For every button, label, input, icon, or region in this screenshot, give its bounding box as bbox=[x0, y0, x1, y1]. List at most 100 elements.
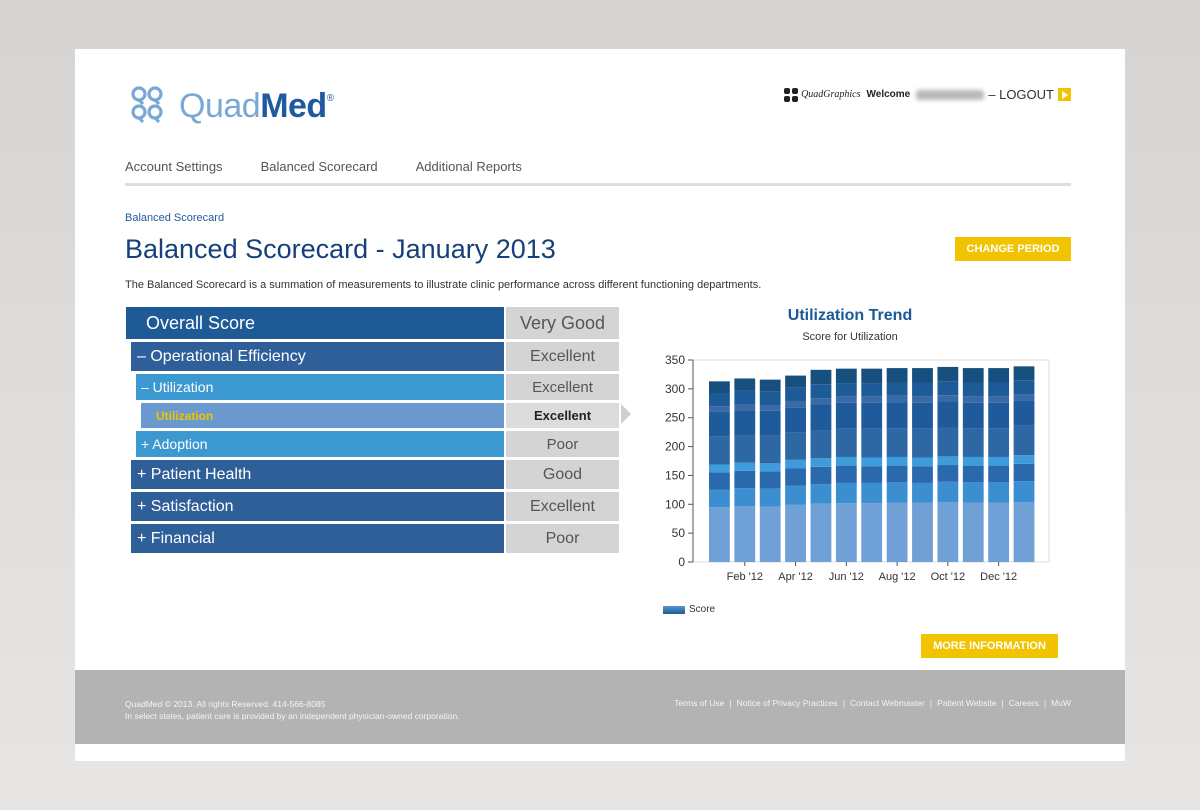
bar-segment bbox=[709, 436, 730, 465]
scorecard-row-operational-efficiency[interactable]: – Operational Efficiency bbox=[131, 342, 504, 371]
link-separator: | bbox=[842, 698, 845, 708]
scorecard-row-utilization-group[interactable]: – Utilization bbox=[136, 374, 504, 400]
bar-segment bbox=[734, 390, 756, 405]
username-blurred bbox=[916, 89, 985, 100]
bar-segment bbox=[709, 507, 730, 562]
scorecard-row-adoption[interactable]: + Adoption bbox=[136, 431, 504, 457]
bar-segment bbox=[810, 369, 832, 385]
bar-segment bbox=[988, 482, 1010, 503]
nav-account-settings[interactable]: Account Settings bbox=[125, 159, 223, 174]
change-period-button[interactable]: CHANGE PERIOD bbox=[955, 237, 1071, 261]
bar-segment bbox=[988, 428, 1010, 457]
bar-segment bbox=[937, 401, 959, 428]
bar-segment bbox=[1013, 400, 1035, 426]
bar-segment bbox=[886, 465, 908, 483]
bar-segment bbox=[937, 381, 959, 396]
footer-link-muw[interactable]: MuW bbox=[1051, 698, 1071, 708]
bar-segment bbox=[810, 466, 832, 485]
quadmed-logo[interactable]: QuadMed® bbox=[127, 84, 334, 128]
page-frame: QuadMed® QuadGraphics Welcome – LOGOUT A… bbox=[75, 49, 1125, 761]
bar-segment bbox=[912, 457, 933, 467]
bar-segment bbox=[937, 501, 959, 562]
scorecard-value: Poor bbox=[506, 431, 619, 457]
bar-segment bbox=[886, 502, 908, 562]
bar-segment bbox=[962, 502, 984, 562]
bar-segment bbox=[759, 471, 781, 489]
more-information-button[interactable]: MORE INFORMATION bbox=[921, 634, 1058, 658]
bar-segment bbox=[962, 402, 984, 429]
bar-segment bbox=[1013, 380, 1035, 395]
footer-link-careers[interactable]: Careers bbox=[1008, 698, 1039, 708]
bar-segment bbox=[785, 407, 806, 433]
breadcrumb[interactable]: Balanced Scorecard bbox=[125, 212, 225, 224]
bar-segment bbox=[835, 428, 857, 457]
bar-segment bbox=[912, 428, 933, 458]
page-description: The Balanced Scorecard is a summation of… bbox=[125, 279, 762, 291]
scorecard-row-satisfaction[interactable]: + Satisfaction bbox=[131, 492, 504, 521]
x-tick-label: Oct '12 bbox=[931, 571, 966, 583]
main-nav: Account Settings Balanced Scorecard Addi… bbox=[125, 159, 560, 174]
bar-segment bbox=[709, 464, 730, 473]
bar-segment bbox=[810, 404, 832, 431]
scorecard-row-utilization-selected[interactable]: Utilization bbox=[141, 403, 504, 428]
scorecard-row-financial[interactable]: + Financial bbox=[131, 524, 504, 553]
footer-link-contact[interactable]: Contact Webmaster bbox=[849, 698, 925, 708]
bar-segment bbox=[1013, 481, 1035, 502]
scorecard-row-patient-health[interactable]: + Patient Health bbox=[131, 460, 504, 489]
scorecard-label: + Financial bbox=[137, 529, 215, 547]
copyright-line: QuadMed © 2013. All rights Reserved. 414… bbox=[125, 699, 326, 709]
scorecard-value: Good bbox=[506, 460, 619, 489]
bar-segment bbox=[962, 482, 984, 503]
logout-link[interactable]: – LOGOUT bbox=[988, 87, 1054, 102]
nav-balanced-scorecard[interactable]: Balanced Scorecard bbox=[260, 159, 378, 174]
bar-segment bbox=[734, 470, 756, 489]
bar-segment bbox=[886, 395, 908, 403]
bar-segment bbox=[886, 456, 908, 466]
bar-segment bbox=[709, 406, 730, 412]
bar-segment bbox=[759, 435, 781, 464]
y-tick-label: 350 bbox=[665, 354, 685, 367]
selected-row-arrow-icon bbox=[621, 404, 631, 424]
disclaimer-line: In select states, patient care is provid… bbox=[125, 711, 460, 721]
bar-segment bbox=[810, 430, 832, 459]
footer: QuadMed © 2013. All rights Reserved. 414… bbox=[75, 670, 1125, 744]
footer-link-privacy[interactable]: Notice of Privacy Practices bbox=[736, 698, 838, 708]
bar-segment bbox=[912, 402, 933, 429]
chart-title: Utilization Trend bbox=[787, 307, 913, 324]
bar-segment bbox=[759, 463, 781, 472]
logo-text-med: Med bbox=[260, 86, 327, 125]
bar-segment bbox=[886, 482, 908, 503]
link-separator: | bbox=[729, 698, 732, 708]
footer-link-patient-website[interactable]: Patient Website bbox=[937, 698, 997, 708]
utilization-trend-chart: 0 50 100 150 200 250 300 350 Feb '12 Apr '12 Jun '… bbox=[665, 354, 1050, 583]
welcome-label: Welcome bbox=[866, 89, 911, 100]
scorecard-row-overall[interactable]: Overall Score bbox=[126, 307, 504, 339]
y-tick-label: 250 bbox=[665, 411, 685, 425]
scorecard-label: Overall Score bbox=[146, 312, 256, 333]
legend-swatch bbox=[663, 605, 685, 614]
bar-segment bbox=[912, 466, 933, 483]
scorecard-label: Utilization bbox=[156, 408, 214, 423]
bar-segment bbox=[835, 383, 857, 397]
bar-segment bbox=[785, 485, 806, 505]
footer-link-terms[interactable]: Terms of Use bbox=[674, 698, 725, 708]
bar-segment bbox=[1013, 455, 1035, 464]
bar-segment bbox=[709, 411, 730, 437]
bar-segment bbox=[810, 384, 832, 399]
nav-additional-reports[interactable]: Additional Reports bbox=[415, 159, 522, 174]
chart-legend: Score bbox=[663, 604, 715, 615]
bar-segment bbox=[734, 404, 756, 411]
bar-segment bbox=[759, 405, 781, 411]
scorecard-label: + Satisfaction bbox=[137, 497, 234, 515]
bar-segment bbox=[886, 428, 908, 457]
bar-segment bbox=[962, 456, 984, 466]
bar-segment bbox=[988, 502, 1010, 562]
bar-segment bbox=[835, 456, 857, 466]
scorecard-value: Excellent bbox=[506, 403, 619, 428]
bar-segment bbox=[835, 503, 857, 562]
logout-arrow-icon[interactable] bbox=[1058, 88, 1071, 101]
bar-segment bbox=[937, 427, 959, 457]
scorecard-value: Excellent bbox=[506, 342, 619, 371]
bar-segment bbox=[1013, 425, 1035, 456]
user-bar: QuadGraphics Welcome – LOGOUT bbox=[784, 87, 1071, 102]
